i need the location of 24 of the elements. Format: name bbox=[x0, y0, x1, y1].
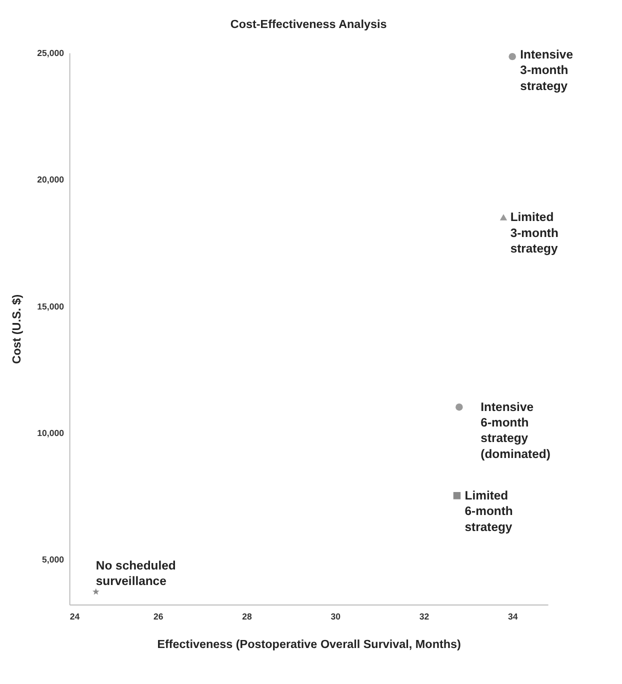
y-tick-label: 5,000 bbox=[42, 554, 64, 564]
y-tick-label: 25,000 bbox=[37, 48, 64, 58]
point bbox=[500, 214, 508, 220]
point bbox=[456, 403, 463, 411]
x-axis-title: Effectiveness (Postoperative Overall Survival, Months) bbox=[157, 638, 462, 651]
y-tick-label: 20,000 bbox=[37, 174, 64, 185]
annotation: Intensive 3-month strategy bbox=[520, 48, 574, 93]
point bbox=[92, 588, 100, 595]
chart-title: Cost-Effectiveness Analysis bbox=[230, 18, 388, 32]
point bbox=[453, 492, 461, 500]
y-axis-title: Cost (U.S. $) bbox=[10, 294, 24, 364]
x-tick-label: 32 bbox=[419, 612, 430, 622]
annotation: No scheduled surveillance bbox=[96, 558, 176, 588]
x-tick-label: 24 bbox=[70, 612, 80, 622]
x-tick-label: 34 bbox=[508, 612, 518, 622]
x-tick-label: 30 bbox=[330, 612, 341, 622]
y-tick-label: 10,000 bbox=[37, 428, 64, 438]
annotation: Limited 3-month strategy bbox=[510, 210, 558, 256]
x-tick-label: 26 bbox=[154, 612, 164, 622]
y-tick-label: 15,000 bbox=[37, 301, 64, 312]
annotation: Intensive 6-month strategy (dominated) bbox=[480, 400, 550, 461]
point bbox=[508, 52, 516, 60]
x-tick-label: 28 bbox=[242, 612, 252, 622]
annotation: Limited 6-month strategy bbox=[464, 488, 513, 534]
